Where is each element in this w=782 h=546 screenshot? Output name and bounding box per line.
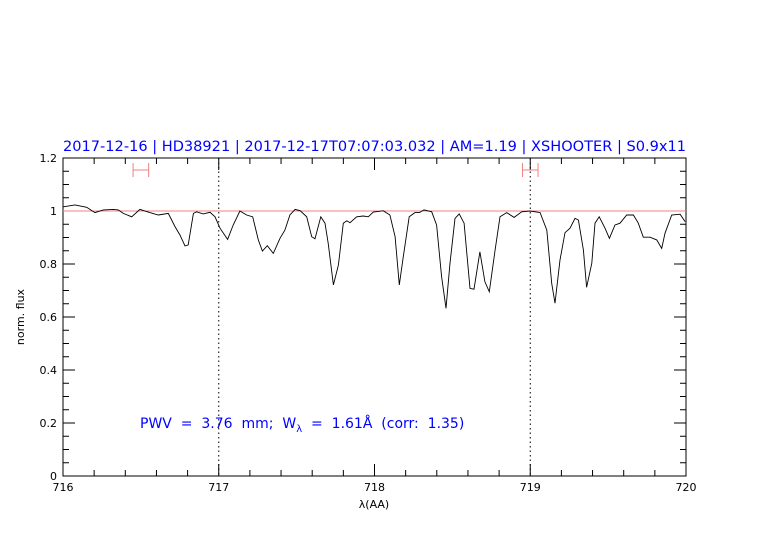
x-tick-label: 719 (520, 481, 541, 494)
x-axis-label: λ(AA) (359, 498, 389, 511)
y-tick-label: 0.2 (40, 417, 58, 430)
range-marker (132, 163, 150, 177)
pwv-annotation: PWV = 3.76 mm; Wλ = 1.61Å (corr: 1.35) (140, 415, 464, 435)
markers (63, 158, 686, 476)
spectrum-line (63, 204, 686, 309)
y-tick-label: 0.4 (40, 364, 58, 377)
annotation-prefix: PWV = 3.76 mm; W (140, 416, 296, 432)
x-tick-label: 716 (53, 481, 74, 494)
annotation-subscript: λ (296, 424, 302, 435)
axes: 716 717 718 719 720 0 0.2 0.4 0.6 0.8 1 1.2 (40, 152, 697, 494)
range-marker (521, 163, 539, 177)
x-tick-label: 718 (364, 481, 385, 494)
y-tick-label: 1.2 (40, 152, 58, 165)
chart-title: 2017-12-16 | HD38921 | 2017-12-17T07:07:… (63, 139, 686, 155)
y-tick-label: 0.8 (40, 258, 58, 271)
y-tick-label: 1 (50, 205, 57, 218)
x-tick-label: 717 (208, 481, 229, 494)
x-tick-label: 720 (676, 481, 697, 494)
y-tick-label: 0 (50, 470, 57, 483)
y-tick-label: 0.6 (40, 311, 58, 324)
annotation-suffix: = 1.61Å (corr: 1.35) (302, 415, 464, 432)
y-axis-label: norm. flux (14, 288, 27, 345)
